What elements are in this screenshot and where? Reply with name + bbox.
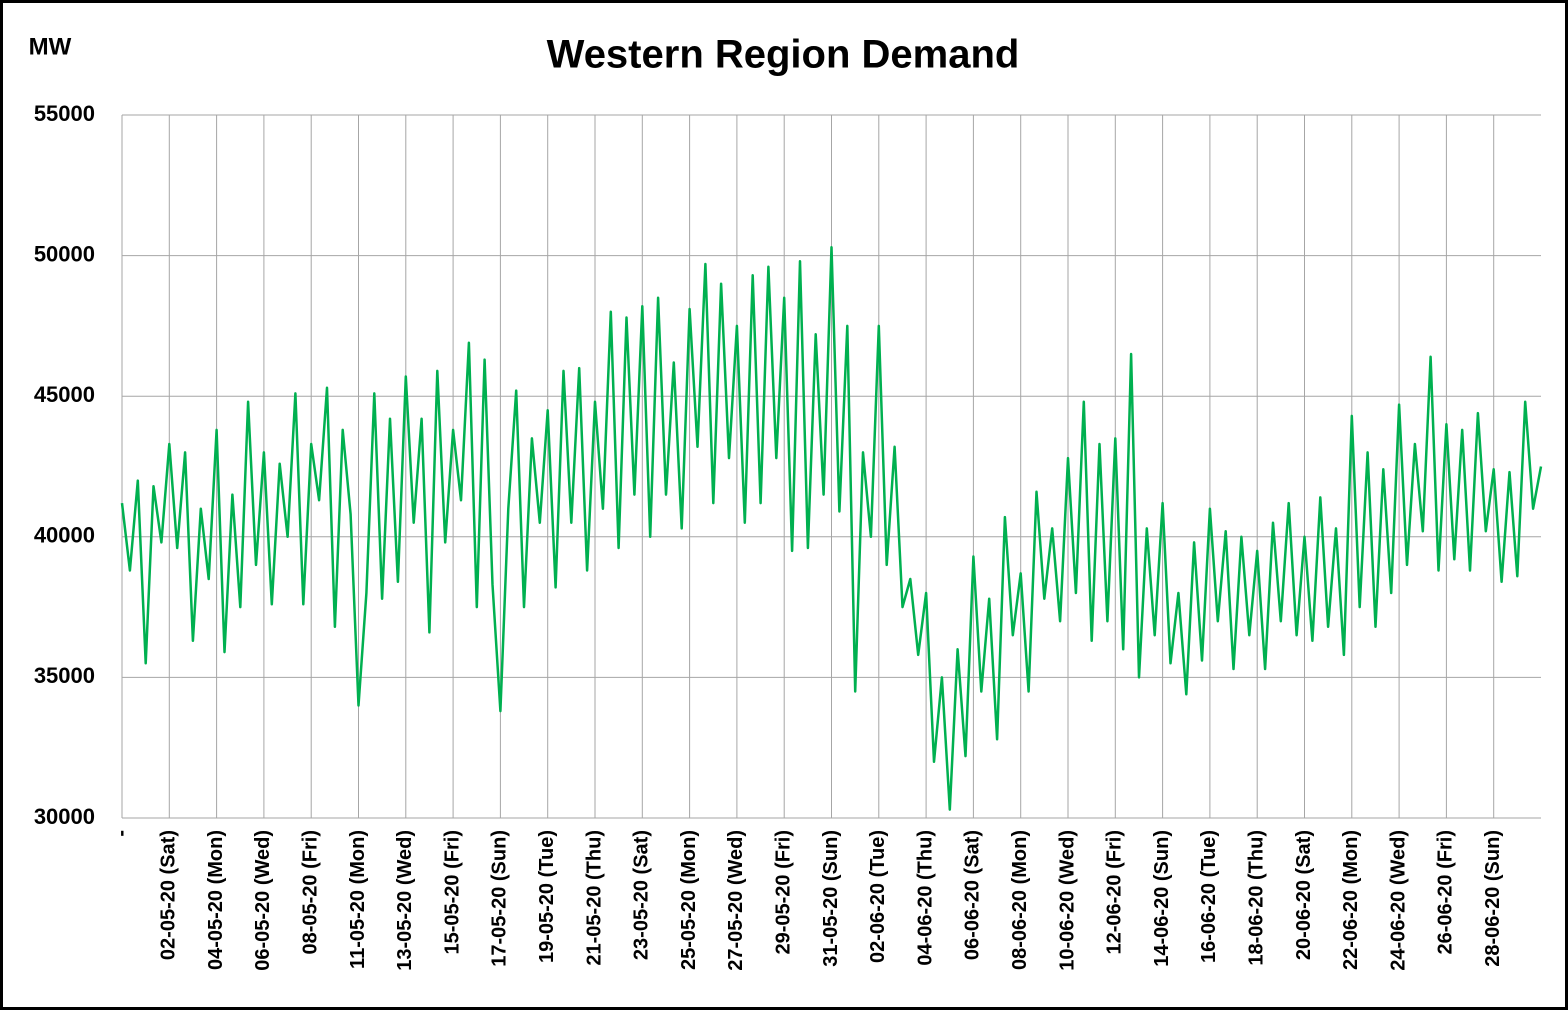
x-tick-label: - [110, 830, 132, 837]
x-tick-label: 04-06-20 (Thu) [914, 830, 936, 966]
x-tick-label: 13-05-20 (Wed) [394, 830, 416, 971]
x-tick-label: 16-06-20 (Tue) [1198, 830, 1220, 963]
x-tick-label: 18-06-20 (Thu) [1245, 830, 1267, 966]
x-tick-label: 15-05-20 (Fri) [441, 830, 463, 955]
x-tick-label: 08-05-20 (Fri) [299, 830, 321, 955]
x-tick-label: 11-05-20 (Mon) [347, 830, 369, 969]
x-tick-label: 06-05-20 (Wed) [252, 830, 274, 971]
chart-title: Western Region Demand [547, 33, 1020, 77]
x-tick-label: 02-06-20 (Tue) [867, 830, 889, 963]
y-axis-label: MW [29, 33, 72, 60]
x-tick-label: 06-06-20 (Sat) [962, 830, 984, 960]
y-tick-label: 40000 [34, 523, 95, 548]
x-tick-label: 04-05-20 (Mon) [205, 830, 227, 970]
x-tick-label: 12-06-20 (Fri) [1104, 830, 1126, 955]
x-tick-label: 25-05-20 (Mon) [678, 830, 700, 970]
x-tick-label: 17-05-20 (Sun) [489, 830, 511, 967]
x-tick-label: 31-05-20 (Sun) [820, 830, 842, 967]
y-tick-label: 30000 [34, 804, 95, 829]
x-tick-label: 19-05-20 (Tue) [536, 830, 558, 963]
x-tick-label: 08-06-20 (Mon) [1009, 830, 1031, 970]
x-tick-label: 10-06-20 (Wed) [1056, 830, 1078, 971]
x-tick-label: 26-06-20 (Fri) [1435, 830, 1457, 955]
data-line [120, 245, 1543, 811]
x-tick-label: 28-06-20 (Sun) [1482, 830, 1504, 967]
x-tick-label: 29-05-20 (Fri) [772, 830, 794, 955]
x-tick-label: 27-05-20 (Wed) [725, 830, 747, 971]
x-tick-label: 22-06-20 (Mon) [1340, 830, 1362, 970]
y-tick-label: 50000 [34, 241, 95, 266]
x-tick-label: 21-05-20 (Thu) [583, 830, 605, 966]
x-tick-label: 23-05-20 (Sat) [631, 830, 653, 960]
x-tick-label: 14-06-20 (Sun) [1151, 830, 1173, 967]
y-tick-label: 35000 [34, 663, 95, 688]
y-tick-label: 45000 [34, 382, 95, 407]
x-tick-label: 20-06-20 (Sat) [1293, 830, 1315, 960]
x-tick-label: 02-05-20 (Sat) [158, 830, 180, 960]
x-tick-label: 24-06-20 (Wed) [1387, 830, 1409, 971]
y-tick-label: 55000 [34, 101, 95, 126]
